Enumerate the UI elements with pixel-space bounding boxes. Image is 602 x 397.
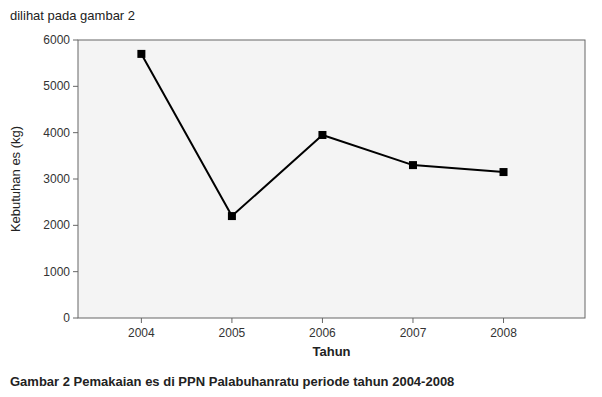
x-tick [412,318,413,323]
y-tick-label: 0 [63,311,70,325]
x-tick [141,318,142,323]
y-tick-label: 6000 [43,33,70,47]
line [141,54,503,216]
x-tick-label: 2004 [128,326,155,340]
top-text: dilihat pada gambar 2 [10,8,135,23]
y-tick [73,225,78,226]
y-tick [73,86,78,87]
marker [137,50,145,58]
marker [228,212,236,220]
x-tick-label: 2006 [309,326,336,340]
y-tick-label: 2000 [43,218,70,232]
y-axis-label: Kebutuhan es (kg) [8,126,23,232]
x-axis-label: Tahun [312,344,350,359]
x-tick-label: 2005 [219,326,246,340]
y-tick [73,318,78,319]
y-tick [73,271,78,272]
y-tick-label: 4000 [43,126,70,140]
y-tick [73,40,78,41]
y-tick-label: 1000 [43,265,70,279]
marker [409,161,417,169]
series-group [137,50,507,220]
x-tick-label: 2008 [490,326,517,340]
y-tick [73,179,78,180]
y-tick [73,132,78,133]
x-tick [322,318,323,323]
x-tick-label: 2007 [400,326,427,340]
caption: Gambar 2 Pemakaian es di PPN Palabuhanra… [10,374,454,389]
marker [500,168,508,176]
plot-area [78,40,585,318]
chart: dilihat pada gambar 2 0 1000 2000 3000 4000 50… [0,0,602,397]
x-tick [503,318,504,323]
marker [318,131,326,139]
y-tick-label: 5000 [43,79,70,93]
y-tick-label: 3000 [43,172,70,186]
x-tick [231,318,232,323]
